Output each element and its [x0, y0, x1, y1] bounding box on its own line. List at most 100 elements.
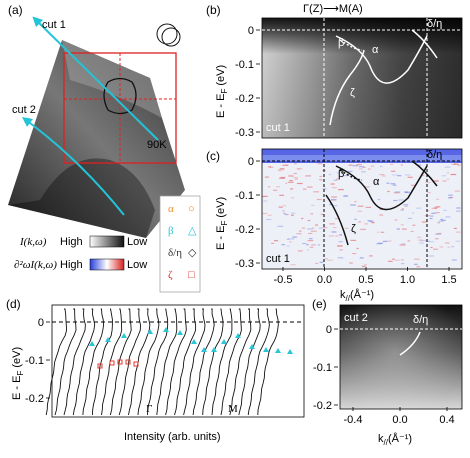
- curvature-speckle: [392, 184, 397, 186]
- edc-curves: [45, 308, 279, 416]
- panel-c-letter: (c): [206, 149, 220, 163]
- curvature-speckle: [311, 204, 315, 206]
- curvature-speckle: [433, 180, 439, 182]
- curvature-speckle: [319, 175, 323, 178]
- curvature-speckle: [386, 182, 390, 184]
- curvature-speckle: [418, 239, 423, 241]
- curvature-speckle: [401, 263, 405, 265]
- yticks-b: 0 -0.1 -0.2 -0.3: [235, 25, 260, 139]
- curvature-speckle: [358, 168, 363, 170]
- curvature-speckle: [262, 195, 268, 197]
- frame-d: [51, 304, 305, 418]
- edc-curve: [137, 308, 160, 416]
- curvature-speckle: [344, 195, 349, 197]
- curvature-speckle: [293, 176, 299, 179]
- curvature-speckle: [421, 221, 427, 223]
- beta-marker: [191, 339, 197, 344]
- curvature-speckle: [333, 179, 338, 181]
- inset-pocket-1: [156, 23, 178, 45]
- edc-curve: [220, 308, 242, 416]
- curvature-noise: [262, 163, 461, 268]
- curvature-speckle: [433, 248, 439, 250]
- yticks-c: 0 -0.1 -0.2 -0.3: [235, 156, 260, 270]
- curvature-speckle: [428, 241, 434, 243]
- panel-e: (e) cut 2 δ/η 0 -0.1 -0.2 -0.4 0.0 0.4 k//(Å…: [312, 297, 463, 447]
- edc-curve: [192, 308, 215, 416]
- curvature-speckle: [445, 242, 450, 244]
- edc-curve: [147, 308, 169, 416]
- curvature-speckle: [333, 226, 337, 229]
- band-zeta-c: [325, 194, 349, 246]
- panel-a: (a) cut 1 cut 2 90K: [8, 3, 185, 238]
- curvature-speckle: [306, 244, 309, 246]
- curvature-speckle: [419, 242, 424, 244]
- intensity-high: High: [60, 236, 83, 248]
- curvature-speckle: [417, 164, 422, 166]
- edc-curve: [128, 308, 151, 416]
- curvature-speckle: [438, 220, 444, 222]
- curvature-speckle: [361, 265, 366, 267]
- y-tick-label: 0: [248, 25, 254, 37]
- curvature-speckle: [367, 168, 371, 170]
- arpes-image-b-shade: [262, 18, 462, 138]
- curvature-speckle: [436, 232, 442, 235]
- xlabel-d: Intensity (arb. units): [124, 431, 221, 443]
- curvature-speckle: [337, 245, 343, 247]
- xlabel-e: k//(Å⁻¹): [378, 432, 412, 447]
- curvature-speckle: [446, 172, 450, 174]
- curvature-speckle: [264, 176, 269, 178]
- curvature-speckle: [312, 227, 315, 229]
- curvature-speckle: [283, 212, 286, 214]
- curvature-speckle: [296, 182, 303, 185]
- band-legend-label: ζ: [168, 269, 173, 281]
- curvature-speckle: [328, 235, 335, 237]
- curvature-speckle: [307, 219, 311, 222]
- curvature-speckle: [303, 188, 307, 190]
- curvature-speckle: [350, 204, 356, 206]
- curvature-speckle: [273, 189, 278, 191]
- y-tick-label: 0: [326, 324, 332, 336]
- curvature-speckle: [370, 165, 375, 167]
- curvature-image-c: [262, 149, 462, 269]
- curvature-speckle: [443, 209, 447, 211]
- cut-label-b: cut 1: [266, 122, 290, 134]
- curvature-speckle: [429, 215, 434, 217]
- ylabel-d: E - EF(eV): [11, 347, 25, 400]
- curvature-speckle: [288, 175, 294, 177]
- beta-marker: [89, 341, 95, 346]
- curvature-speckle: [428, 255, 434, 257]
- curvature-speckle: [448, 194, 453, 196]
- curvature-speckle: [294, 163, 297, 165]
- curvature-speckle: [337, 245, 343, 247]
- x-tick-label: -0.5: [274, 274, 293, 286]
- curvature-speckle: [288, 238, 295, 240]
- curvature-speckle: [331, 187, 337, 189]
- curvature-speckle: [352, 253, 357, 255]
- curvature-speckle: [426, 209, 430, 212]
- curvature-speckle: [411, 184, 416, 186]
- edc-curve: [257, 308, 279, 416]
- edc-curve: [165, 308, 187, 416]
- curvature-speckle: [365, 206, 372, 208]
- curvature-speckle: [357, 210, 362, 212]
- curvature-speckle: [435, 212, 440, 214]
- curvature-speckle: [441, 219, 446, 221]
- curvature-speckle: [451, 246, 455, 248]
- panel-c: (c) β α ζ δ/η cut 1 0 -0.1 -0.2 -0.3 -0.5 0.…: [206, 148, 463, 303]
- curvature-speckle: [357, 205, 364, 207]
- curvature-speckle: [263, 200, 268, 202]
- curvature-speckle: [307, 240, 314, 242]
- curvature-speckle: [267, 214, 272, 216]
- curvature-label: ∂²ωI(k,ω): [14, 259, 57, 271]
- cut-label-e: cut 2: [344, 312, 368, 324]
- band-legend-label: δ/η: [168, 247, 182, 259]
- beta-label-c: β: [338, 168, 344, 180]
- curvature-speckle: [335, 235, 339, 237]
- curvature-speckle: [335, 218, 339, 220]
- curvature-speckle: [381, 175, 386, 177]
- curvature-speckle: [290, 264, 296, 266]
- x-tick-label: -0.4: [344, 414, 363, 426]
- curvature-speckle: [281, 244, 285, 246]
- curvature-speckle: [262, 212, 267, 215]
- gamma-label-d: Γ: [146, 403, 152, 415]
